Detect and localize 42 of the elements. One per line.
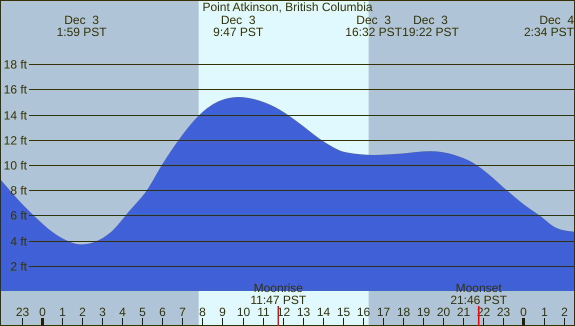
x-tick-label: 4 <box>119 305 126 319</box>
x-tick-label: 18 <box>396 305 410 319</box>
annotation: Dec 3 19:22 PST <box>402 13 460 39</box>
x-tick-label: 0 <box>39 305 46 319</box>
x-tick-label: 2 <box>561 305 568 319</box>
x-tick-label: 14 <box>316 305 330 319</box>
y-tick-label: 16 ft <box>4 82 28 96</box>
x-tick-label: 2 <box>79 305 86 319</box>
x-tick-label: 9 <box>219 305 226 319</box>
annotation: Dec 3 9:47 PST <box>213 13 264 39</box>
x-tick-label: 23 <box>496 305 510 319</box>
y-tick-label: 18 ft <box>4 58 28 72</box>
y-tick-label: 12 ft <box>4 134 28 148</box>
x-tick-label: 15 <box>336 305 350 319</box>
x-tick-label: 7 <box>179 305 186 319</box>
x-tick-label: 5 <box>139 305 146 319</box>
y-tick-label: 4 ft <box>10 234 28 248</box>
x-tick-label: 20 <box>436 305 450 319</box>
x-tick-label: 19 <box>416 305 430 319</box>
x-tick-label: 8 <box>199 305 206 319</box>
x-tick-label: 1 <box>541 305 548 319</box>
y-tick-label: 8 ft <box>10 184 28 198</box>
y-tick-label: 10 ft <box>4 158 28 172</box>
x-tick-label: 17 <box>376 305 390 319</box>
annotation: Dec 3 16:32 PST <box>345 13 403 39</box>
ref-line-label: Moonset 21:46 PST <box>450 281 508 307</box>
x-tick-label: 11 <box>257 305 270 319</box>
x-tick-label: 23 <box>16 305 30 319</box>
chart-title: Point Atkinson, British Columbia <box>202 0 373 14</box>
x-tick-label: 3 <box>99 305 106 319</box>
x-tick-label: 21 <box>456 305 470 319</box>
y-tick-label: 2 ft <box>10 260 28 274</box>
x-tick-label: 10 <box>236 305 250 319</box>
x-tick-label: 0 <box>520 305 528 319</box>
y-tick-label: 14 ft <box>4 108 28 122</box>
annotation: Dec 3 1:59 PST <box>56 13 108 39</box>
x-tick-label: 6 <box>159 305 166 319</box>
y-tick-label: 6 ft <box>10 208 28 222</box>
x-tick-label: 13 <box>296 305 310 319</box>
annotation: Dec 4 2:34 PST <box>524 13 575 39</box>
x-tick-label: 1 <box>59 305 66 319</box>
x-tick-label: 16 <box>356 305 370 319</box>
